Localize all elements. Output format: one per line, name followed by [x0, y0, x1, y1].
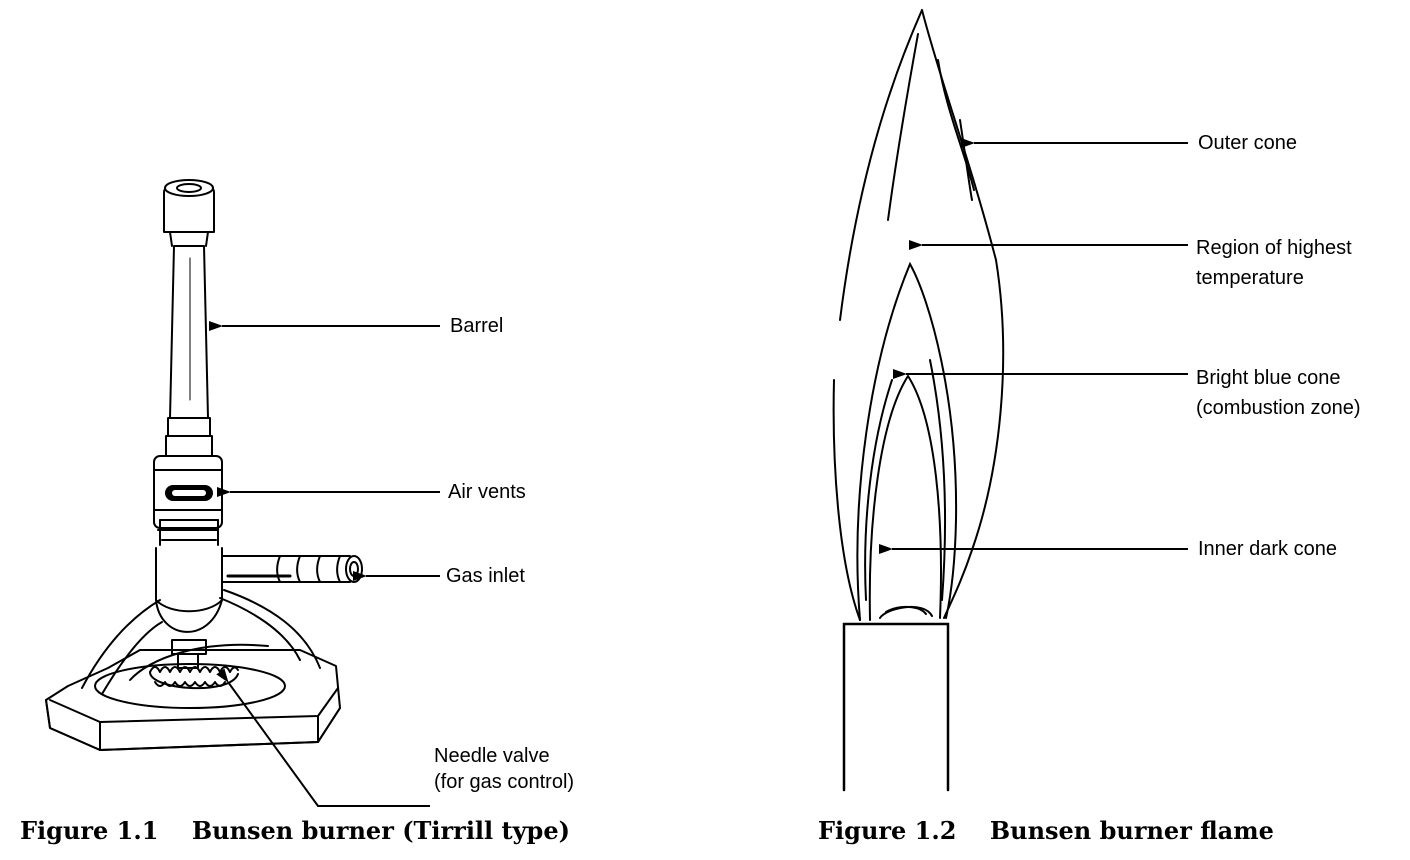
fig2-leader-lines — [879, 138, 1188, 554]
needle-valve-label: Needle valve — [434, 745, 550, 767]
highest-temp-sublabel: temperature — [1196, 267, 1304, 289]
burner-base — [45, 649, 341, 751]
needle-valve-gear — [149, 639, 239, 690]
needle-valve-leader — [216, 668, 430, 807]
blue-cone-sublabel: (combustion zone) — [1196, 397, 1361, 419]
outer-cone-label: Outer cone — [1198, 132, 1297, 154]
burner-arch — [81, 589, 321, 695]
flame-outer-cone — [832, 9, 1005, 621]
flame-burner-tube — [842, 622, 950, 792]
burner-barrel — [163, 179, 215, 457]
barrel-label: Barrel — [450, 315, 504, 337]
gas-inlet-label: Gas inlet — [446, 565, 525, 587]
air-vent-collar — [153, 455, 223, 529]
gas-inlet-tube — [221, 555, 363, 583]
air-vents-label: Air vents — [448, 481, 526, 503]
bunsen-burner-drawing — [45, 179, 363, 751]
highest-temp-label: Region of highest — [1196, 237, 1352, 259]
needle-valve-sublabel: (for gas control) — [434, 771, 575, 793]
flame-inner-cone — [868, 374, 942, 621]
figure-1-2-caption: Figure 1.2 Bunsen burner flame — [818, 816, 1274, 845]
figure-1-1-caption: Figure 1.1 Bunsen burner (Tirrill type) — [20, 816, 570, 845]
blue-cone-label: Bright blue cone — [1196, 367, 1341, 389]
inner-cone-label: Inner dark cone — [1198, 538, 1337, 560]
burner-body — [155, 519, 223, 633]
flame-drawing — [832, 9, 1005, 792]
fig1-leader-lines — [209, 321, 440, 807]
